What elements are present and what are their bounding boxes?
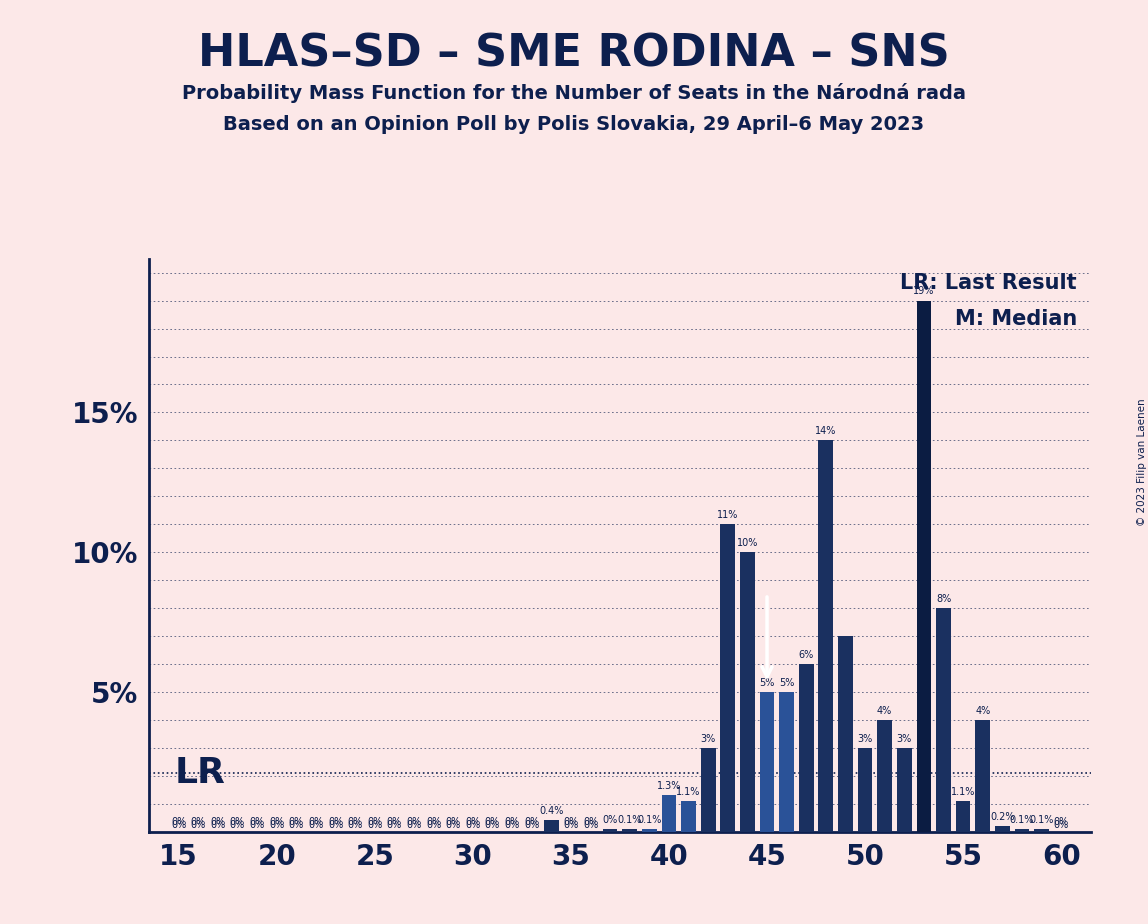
Text: 0%: 0% <box>564 821 579 830</box>
Bar <box>642 829 657 832</box>
Text: 5%: 5% <box>759 677 775 687</box>
Text: 0%: 0% <box>523 821 540 830</box>
Text: 0%: 0% <box>387 821 402 830</box>
Text: 0%: 0% <box>564 818 579 827</box>
Text: 0%: 0% <box>210 818 225 827</box>
Text: 8%: 8% <box>936 594 952 604</box>
Text: 0%: 0% <box>465 821 481 830</box>
Bar <box>1034 829 1049 832</box>
Text: 1.1%: 1.1% <box>951 786 976 796</box>
Text: 0%: 0% <box>269 821 285 830</box>
Bar <box>740 553 754 832</box>
Text: 0%: 0% <box>1054 818 1069 827</box>
Bar <box>916 300 931 832</box>
Text: 11%: 11% <box>718 510 738 520</box>
Text: 0%: 0% <box>230 818 246 827</box>
Text: 6%: 6% <box>799 650 814 660</box>
Text: 0.1%: 0.1% <box>1030 815 1054 824</box>
Text: © 2023 Filip van Laenen: © 2023 Filip van Laenen <box>1138 398 1147 526</box>
Bar <box>603 829 618 832</box>
Text: 0%: 0% <box>328 821 343 830</box>
Bar <box>936 608 951 832</box>
Bar <box>819 441 833 832</box>
Text: 1.1%: 1.1% <box>676 786 700 796</box>
Text: Based on an Opinion Poll by Polis Slovakia, 29 April–6 May 2023: Based on an Opinion Poll by Polis Slovak… <box>224 116 924 135</box>
Text: 14%: 14% <box>815 426 837 436</box>
Bar <box>877 720 892 832</box>
Text: 5%: 5% <box>779 677 794 687</box>
Text: LR: LR <box>174 756 226 790</box>
Text: 0%: 0% <box>484 821 501 830</box>
Text: 0%: 0% <box>504 818 520 827</box>
Text: 0%: 0% <box>465 818 481 827</box>
Text: 19%: 19% <box>913 286 934 297</box>
Bar <box>661 796 676 832</box>
Text: 0%: 0% <box>269 818 285 827</box>
Text: 0%: 0% <box>288 818 304 827</box>
Text: 0%: 0% <box>230 821 246 830</box>
Text: 0%: 0% <box>348 821 363 830</box>
Text: 0%: 0% <box>348 818 363 827</box>
Text: HLAS–SD – SME RODINA – SNS: HLAS–SD – SME RODINA – SNS <box>199 32 949 76</box>
Bar <box>995 826 1010 832</box>
Text: 0%: 0% <box>288 821 304 830</box>
Text: 0%: 0% <box>387 818 402 827</box>
Text: 0%: 0% <box>426 818 441 827</box>
Bar <box>544 821 559 832</box>
Text: 0%: 0% <box>504 821 520 830</box>
Text: 0.1%: 0.1% <box>618 815 642 824</box>
Text: 0%: 0% <box>523 818 540 827</box>
Text: 0%: 0% <box>210 821 225 830</box>
Text: 0%: 0% <box>309 818 324 827</box>
Text: Probability Mass Function for the Number of Seats in the Národná rada: Probability Mass Function for the Number… <box>183 83 965 103</box>
Bar <box>858 748 872 832</box>
Text: 0%: 0% <box>367 821 382 830</box>
Bar <box>976 720 990 832</box>
Text: 0%: 0% <box>445 821 460 830</box>
Text: 0%: 0% <box>603 815 618 824</box>
Text: 0.2%: 0.2% <box>990 812 1015 821</box>
Text: M: Median: M: Median <box>955 309 1077 329</box>
Text: 0%: 0% <box>309 821 324 830</box>
Bar <box>700 748 715 832</box>
Text: 0.1%: 0.1% <box>1010 815 1034 824</box>
Bar <box>760 692 775 832</box>
Text: 0.4%: 0.4% <box>540 807 564 816</box>
Text: 0%: 0% <box>583 818 598 827</box>
Text: 0%: 0% <box>367 818 382 827</box>
Text: 0%: 0% <box>1054 821 1069 830</box>
Text: 10%: 10% <box>737 538 758 548</box>
Text: 3%: 3% <box>897 734 912 744</box>
Text: 0%: 0% <box>171 821 186 830</box>
Bar <box>956 801 970 832</box>
Text: 4%: 4% <box>877 706 892 715</box>
Text: 0%: 0% <box>583 821 598 830</box>
Text: 0%: 0% <box>249 821 265 830</box>
Text: 3%: 3% <box>858 734 872 744</box>
Text: 0%: 0% <box>484 818 501 827</box>
Text: 3%: 3% <box>700 734 716 744</box>
Text: 0%: 0% <box>328 818 343 827</box>
Text: 0%: 0% <box>426 821 441 830</box>
Text: LR: Last Result: LR: Last Result <box>900 273 1077 293</box>
Bar <box>721 524 735 832</box>
Text: 0.1%: 0.1% <box>637 815 661 824</box>
Text: 0%: 0% <box>406 818 421 827</box>
Text: 4%: 4% <box>975 706 991 715</box>
Text: 0%: 0% <box>191 821 205 830</box>
Bar <box>779 692 794 832</box>
Bar <box>838 636 853 832</box>
Bar <box>799 664 814 832</box>
Text: 0%: 0% <box>406 821 421 830</box>
Bar <box>681 801 696 832</box>
Bar <box>897 748 912 832</box>
Bar <box>1015 829 1030 832</box>
Text: 0%: 0% <box>171 818 186 827</box>
Text: 0%: 0% <box>249 818 265 827</box>
Bar <box>622 829 637 832</box>
Text: 1.3%: 1.3% <box>657 781 681 791</box>
Text: 0%: 0% <box>445 818 460 827</box>
Text: 0%: 0% <box>191 818 205 827</box>
